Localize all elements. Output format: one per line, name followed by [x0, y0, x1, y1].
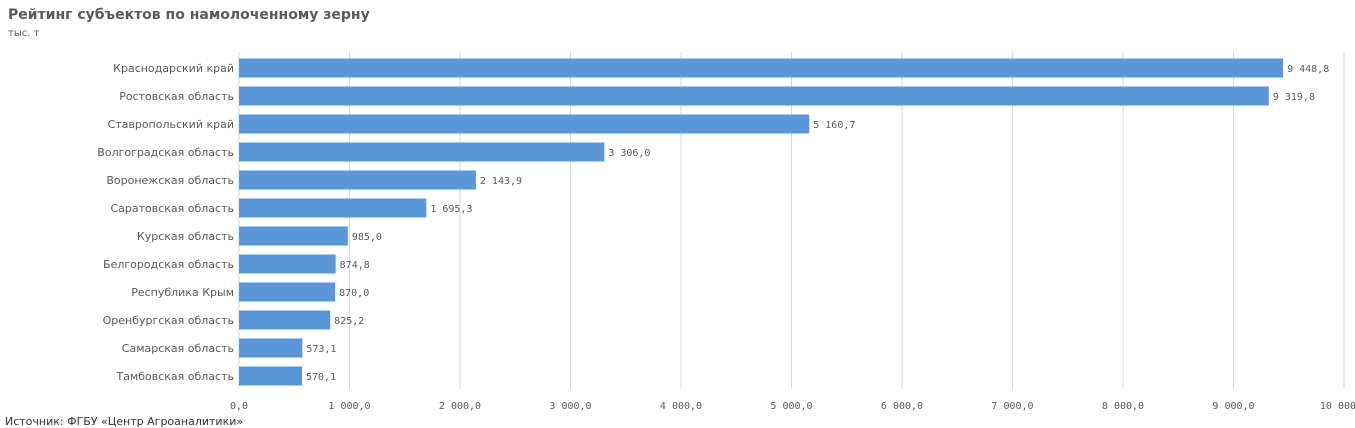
bar: [239, 114, 810, 134]
bar: [239, 198, 427, 218]
category-labels: Краснодарский край Ростовская область Став…: [97, 62, 234, 383]
x-tick-label: 4 000,0: [660, 401, 702, 412]
chart-title: Рейтинг субъектов по намолоченному зерну: [8, 7, 370, 23]
data-label: 825,2: [334, 316, 364, 327]
category-label: Ростовская область: [119, 90, 234, 103]
bar: [239, 366, 302, 386]
bar: [239, 58, 1284, 78]
data-label: 870,0: [339, 288, 369, 299]
category-label: Республика Крым: [131, 286, 234, 299]
value-labels: 9 448,8 9 319,8 5 160,7 3 306,0 2 143,9 1 695…: [306, 64, 1329, 383]
category-label: Волгоградская область: [97, 146, 234, 159]
x-tick-label: 5 000,0: [770, 401, 812, 412]
grid-lines: [238, 52, 1345, 389]
data-label: 2 143,9: [480, 176, 522, 187]
x-tick-label: 1 000,0: [328, 401, 370, 412]
source-note: Источник: ФГБУ «Центр Агроаналитики»: [5, 415, 244, 428]
x-axis-tick-labels: 0,0 1 000,0 2 000,0 3 000,0 4 000,0 5 000,0 6 …: [230, 401, 1355, 412]
data-label: 3 306,0: [608, 148, 650, 159]
data-label: 570,1: [306, 372, 336, 383]
chart-subtitle-unit: тыс. т: [8, 28, 40, 39]
bar: [239, 86, 1269, 106]
bar: [239, 254, 336, 274]
x-tick-label: 7 000,0: [991, 401, 1033, 412]
category-label: Самарская область: [122, 342, 234, 355]
category-label: Воронежская область: [106, 174, 234, 187]
data-label: 9 448,8: [1287, 64, 1329, 75]
x-tick-label: 10 000,0: [1320, 401, 1355, 412]
x-tick-label: 3 000,0: [549, 401, 591, 412]
data-label: 573,1: [306, 344, 336, 355]
bar: [239, 310, 331, 330]
category-label: Краснодарский край: [113, 62, 234, 75]
bars: [239, 58, 1284, 386]
bar: [239, 142, 605, 162]
x-tick-label: 9 000,0: [1212, 401, 1254, 412]
category-label: Саратовская область: [110, 202, 234, 215]
x-tick-label: 8 000,0: [1102, 401, 1144, 412]
category-label: Белгородская область: [103, 258, 234, 271]
data-label: 5 160,7: [813, 120, 855, 131]
data-label: 1 695,3: [430, 204, 472, 215]
data-label: 985,0: [352, 232, 382, 243]
bar: [239, 282, 336, 302]
data-label: 874,8: [340, 260, 370, 271]
category-label: Ставропольский край: [108, 118, 234, 131]
x-tick-label: 0,0: [230, 401, 248, 412]
bar: [239, 170, 476, 190]
x-tick-label: 2 000,0: [439, 401, 481, 412]
data-label: 9 319,8: [1273, 92, 1315, 103]
bar: [239, 226, 348, 246]
category-label: Тамбовская область: [115, 370, 234, 383]
category-label: Курская область: [137, 230, 234, 243]
x-tick-label: 6 000,0: [881, 401, 923, 412]
category-label: Оренбургская область: [103, 314, 234, 327]
bar: [239, 338, 303, 358]
